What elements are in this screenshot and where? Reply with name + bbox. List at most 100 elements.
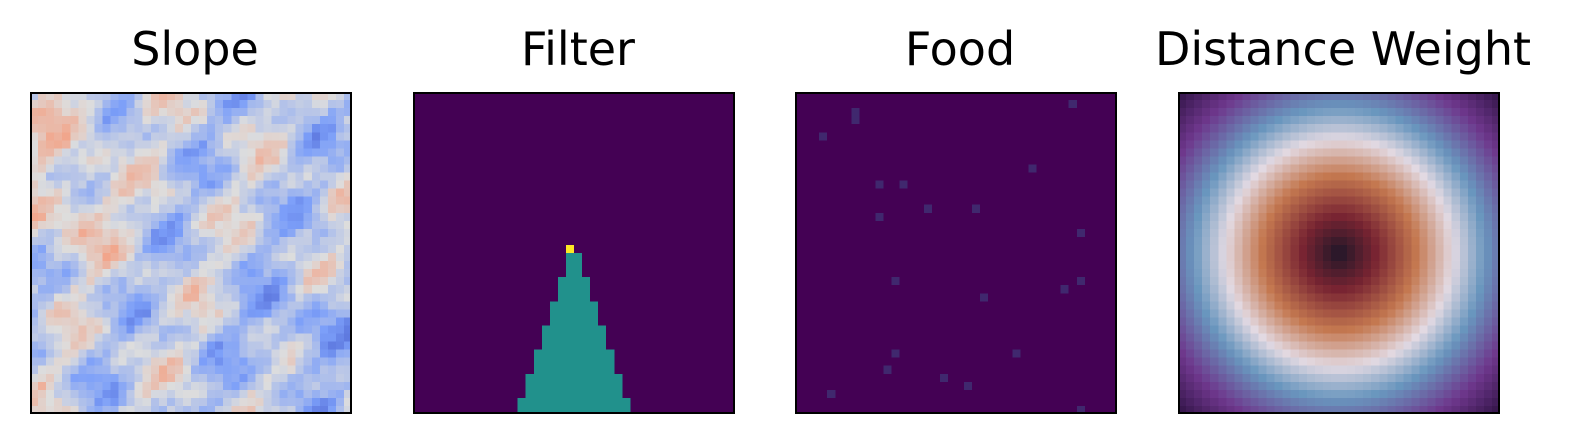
food-cell [964, 204, 973, 213]
food-cell [1052, 317, 1061, 326]
filter-cell [501, 108, 510, 117]
slope-cell [174, 212, 184, 221]
food-cell [883, 277, 892, 286]
food-cell [1044, 349, 1053, 358]
food-cell [947, 148, 957, 157]
slope-cell [319, 405, 329, 414]
food-cell [1068, 365, 1077, 374]
slope-cell [166, 325, 176, 334]
food-cell [947, 124, 957, 133]
filter-cell [557, 220, 567, 230]
food-cell [827, 148, 836, 157]
filter-cell [429, 381, 438, 391]
slope-cell [94, 253, 103, 262]
filter-cell [445, 156, 454, 165]
slope-cell [94, 309, 103, 318]
filter-cell [461, 188, 470, 197]
food-cell [931, 220, 941, 230]
slope-cell [102, 325, 111, 334]
filter-cell [686, 244, 695, 254]
slope-cell [110, 140, 119, 149]
filter-cell [614, 140, 623, 149]
food-cell [1068, 108, 1077, 117]
slope-cell [102, 253, 111, 262]
food-cell [1028, 277, 1037, 286]
food-cell [923, 188, 933, 197]
food-cell [819, 309, 828, 318]
food-cell [1036, 244, 1045, 254]
filter-cell [469, 156, 478, 165]
slope-cell [247, 301, 256, 310]
food-cell [972, 365, 981, 374]
food-cell [956, 285, 965, 294]
food-cell [827, 220, 836, 230]
food-cell [996, 164, 1005, 173]
filter-cell [453, 100, 462, 109]
filter-cell [437, 196, 446, 205]
filter-cell [630, 124, 639, 133]
filter-cell [421, 148, 430, 157]
filter-cell [485, 373, 494, 382]
slope-cell [271, 172, 280, 181]
food-cell [923, 261, 933, 270]
filter-cell [662, 244, 671, 254]
slope-cell [110, 196, 119, 205]
slope-cell [207, 381, 216, 391]
slope-cell [263, 180, 272, 189]
food-cell [891, 124, 900, 133]
food-cell [931, 277, 941, 286]
slope-cell [158, 365, 168, 374]
slope-cell [166, 180, 176, 189]
filter-cell [686, 381, 695, 391]
food-cell [915, 325, 924, 334]
slope-cell [303, 124, 312, 133]
slope-cell [102, 156, 111, 165]
slope-cell [279, 124, 288, 133]
filter-cell [694, 309, 703, 318]
food-cell [972, 196, 981, 205]
slope-cell [319, 325, 329, 334]
filter-cell [413, 172, 422, 181]
food-cell [1004, 108, 1013, 117]
food-cell [1068, 373, 1077, 382]
slope-cell [247, 156, 256, 165]
slope-cell [239, 164, 248, 173]
slope-cell [110, 405, 119, 414]
food-cell [851, 373, 860, 382]
food-cell [851, 236, 860, 246]
slope-cell [126, 309, 135, 318]
filter-cell [509, 108, 518, 117]
food-cell [795, 132, 804, 141]
filter-cell [654, 301, 663, 310]
food-cell [964, 116, 973, 125]
slope-cell [70, 365, 79, 374]
food-cell [923, 132, 933, 141]
filter-cell [453, 317, 462, 326]
filter-cell [549, 148, 559, 157]
food-cell [947, 236, 957, 246]
food-cell [1076, 293, 1085, 302]
filter-cell [469, 261, 478, 270]
food-cell [899, 132, 908, 141]
slope-cell [86, 204, 95, 213]
slope-cell [94, 172, 103, 181]
slope-cell [134, 156, 143, 165]
food-cell [947, 244, 957, 254]
slope-cell [126, 164, 135, 173]
filter-cell [429, 220, 438, 230]
slope-cell [110, 100, 119, 109]
distance-weight-cell [1274, 108, 1283, 117]
slope-cell [142, 317, 151, 326]
filter-cell [646, 365, 655, 374]
food-cell [988, 397, 997, 407]
food-cell [883, 405, 892, 414]
filter-cell [622, 357, 631, 366]
filter-cell [541, 204, 551, 213]
filter-cell [614, 261, 623, 270]
slope-cell [118, 100, 127, 109]
food-cell [956, 172, 965, 181]
filter-cell [413, 261, 422, 270]
slope-cell [335, 373, 345, 382]
slope-cell [191, 365, 200, 374]
slope-cell [110, 220, 119, 230]
